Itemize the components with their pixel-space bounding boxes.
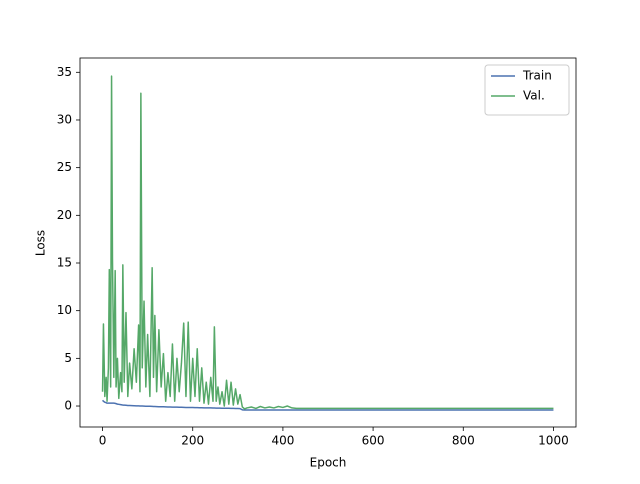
legend-box (484, 64, 570, 116)
data-line (102, 399, 554, 411)
y-tick-label: 15 (57, 256, 72, 270)
x-tick-label: 0 (99, 434, 107, 448)
y-tick-label: 25 (57, 160, 72, 174)
data-line (101, 75, 554, 410)
y-axis-label: Loss (34, 230, 48, 256)
plot-frame (79, 57, 577, 428)
x-axis-label: Epoch (310, 456, 347, 470)
y-tick-label: 30 (57, 112, 72, 126)
legend-label: Val. (523, 89, 545, 103)
legend-label: Train (522, 69, 552, 83)
y-tick-label: 35 (57, 65, 72, 79)
y-tick-label: 5 (64, 351, 72, 365)
y-tick-label: 10 (57, 303, 72, 317)
x-tick-label: 1000 (538, 434, 569, 448)
x-tick-label: 400 (271, 434, 294, 448)
x-tick-label: 600 (362, 434, 385, 448)
x-tick-label: 200 (181, 434, 204, 448)
x-tick-label: 800 (452, 434, 475, 448)
y-tick-label: 0 (64, 399, 72, 413)
y-tick-label: 20 (57, 208, 72, 222)
